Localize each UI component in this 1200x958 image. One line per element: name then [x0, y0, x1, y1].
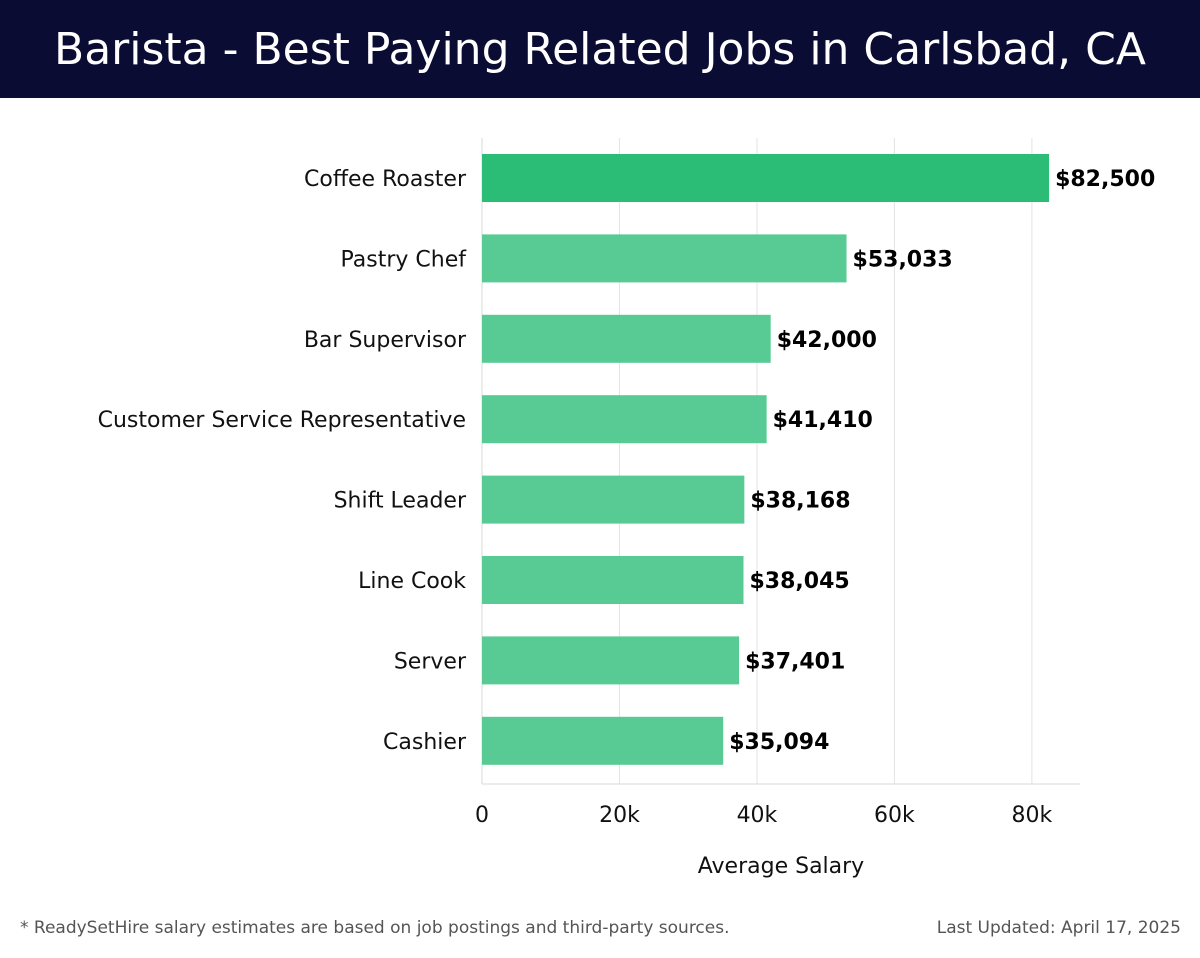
- bar-server: [482, 636, 740, 685]
- page-title: Barista - Best Paying Related Jobs in Ca…: [54, 23, 1146, 75]
- value-label: $38,168: [750, 489, 850, 514]
- value-label: $82,500: [1055, 167, 1155, 192]
- value-label: $35,094: [729, 730, 829, 755]
- salary-bar-chart: Coffee Roaster Pastry Chef Bar Supervisor C…: [98, 138, 1155, 879]
- value-label: $38,045: [750, 569, 850, 594]
- x-tick-label: 60k: [874, 803, 915, 828]
- category-labels: Coffee Roaster Pastry Chef Bar Supervisor C…: [98, 167, 468, 755]
- x-tick-label: 20k: [599, 803, 640, 828]
- value-label: $53,033: [853, 247, 953, 272]
- category-label: Server: [394, 649, 467, 674]
- bar-shift-leader: [482, 475, 745, 524]
- bars: [482, 154, 1050, 765]
- x-tick-label: 0: [475, 803, 489, 828]
- x-tick-label: 80k: [1012, 803, 1053, 828]
- value-labels: $82,500 $53,033 $42,000 $41,410 $38,168 $38,0…: [729, 167, 1155, 755]
- bar-coffee-roaster: [482, 154, 1050, 202]
- bar-line-cook: [482, 556, 744, 604]
- category-label: Customer Service Representative: [98, 408, 466, 433]
- category-label: Bar Supervisor: [304, 328, 467, 353]
- footer-disclaimer: * ReadySetHire salary estimates are base…: [20, 918, 730, 938]
- value-label: $42,000: [777, 328, 877, 353]
- bar-bar-supervisor: [482, 314, 771, 363]
- category-label: Pastry Chef: [341, 247, 468, 272]
- value-label: $41,410: [773, 408, 873, 433]
- category-label: Coffee Roaster: [304, 167, 467, 192]
- bar-cashier: [482, 716, 724, 765]
- x-axis-ticks: 0 20k 40k 60k 80k: [475, 803, 1053, 828]
- x-tick-label: 40k: [737, 803, 778, 828]
- category-label: Line Cook: [358, 569, 466, 594]
- header-banner: Barista - Best Paying Related Jobs in Ca…: [0, 0, 1200, 98]
- bar-pastry-chef: [482, 234, 847, 283]
- category-label: Shift Leader: [334, 489, 467, 514]
- bar-customer-service-representative: [482, 395, 767, 444]
- x-axis-title: Average Salary: [698, 854, 864, 879]
- category-label: Cashier: [383, 730, 467, 755]
- footer-last-updated: Last Updated: April 17, 2025: [936, 918, 1181, 938]
- value-label: $37,401: [745, 649, 845, 674]
